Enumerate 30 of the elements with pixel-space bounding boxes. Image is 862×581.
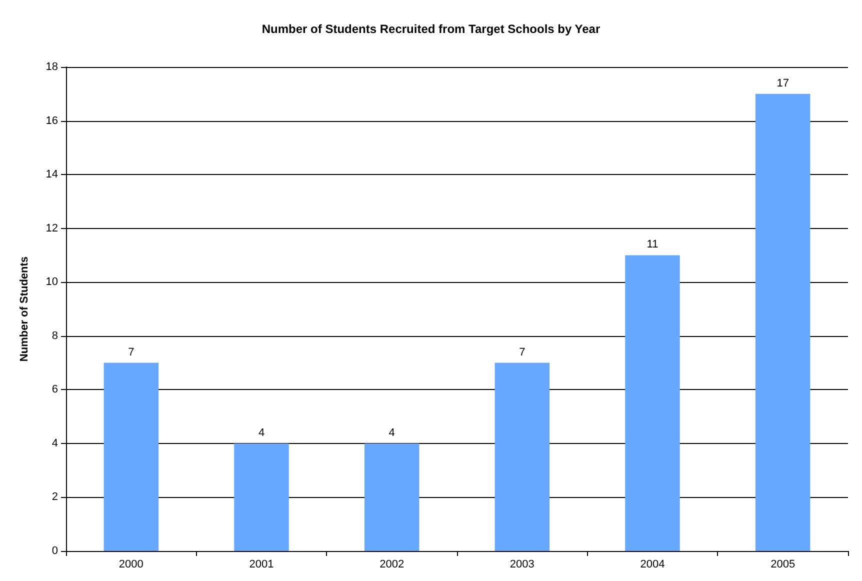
x-tick-label: 2003 bbox=[510, 558, 534, 570]
y-tick-label: 10 bbox=[46, 276, 58, 288]
bar bbox=[364, 443, 420, 551]
y-tick-label: 14 bbox=[46, 168, 58, 181]
y-tick-label: 12 bbox=[46, 222, 58, 234]
data-label: 11 bbox=[646, 238, 658, 251]
x-tick-label: 2001 bbox=[249, 558, 274, 570]
chart-title: Number of Students Recruited from Target Schools by Year bbox=[262, 22, 600, 36]
data-label: 17 bbox=[776, 77, 789, 90]
y-tick-label: 18 bbox=[46, 61, 58, 73]
data-label: 7 bbox=[128, 346, 134, 358]
x-tick-label: 2005 bbox=[770, 558, 796, 570]
y-tick-label: 4 bbox=[52, 437, 58, 450]
y-tick-label: 0 bbox=[52, 545, 58, 557]
y-tick-label: 8 bbox=[52, 330, 58, 342]
y-tick-label: 6 bbox=[52, 384, 58, 396]
x-tick-label: 2004 bbox=[640, 558, 665, 570]
x-tick-label: 2002 bbox=[380, 558, 404, 570]
y-axis-title: Number of Students bbox=[18, 256, 30, 362]
y-tick-label: 16 bbox=[46, 114, 58, 127]
y-tick-label: 2 bbox=[52, 491, 58, 504]
data-label: 4 bbox=[388, 426, 395, 439]
bar bbox=[755, 94, 810, 551]
bar bbox=[625, 255, 680, 551]
bar bbox=[234, 443, 289, 551]
data-label: 7 bbox=[519, 346, 526, 358]
x-tick-label: 2000 bbox=[118, 558, 144, 570]
bar bbox=[104, 362, 159, 551]
data-label: 4 bbox=[258, 426, 265, 439]
bar bbox=[494, 362, 550, 551]
